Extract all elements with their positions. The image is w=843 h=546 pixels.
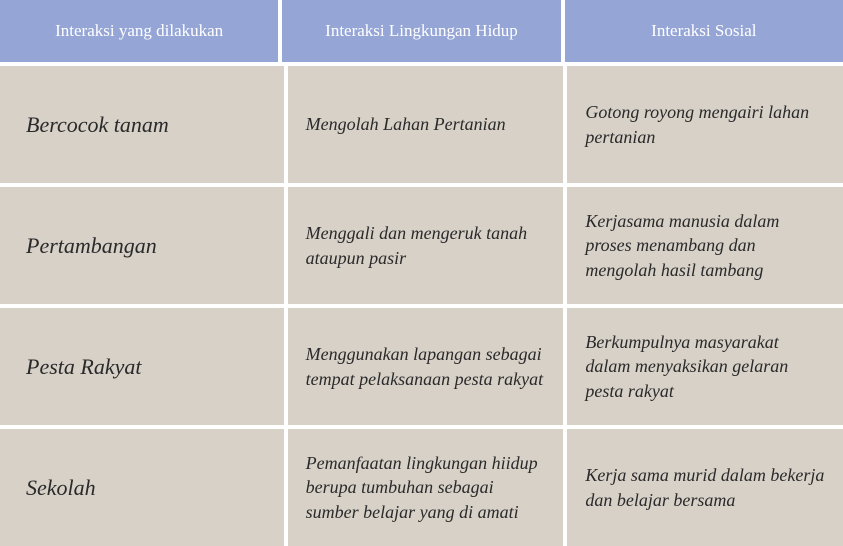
row-label: Sekolah	[0, 429, 288, 546]
table-row: Bercocok tanam Mengolah Lahan Pertanian …	[0, 62, 843, 183]
table-row: Sekolah Pemanfaatan lingkungan hiidup be…	[0, 425, 843, 546]
table-header-row: Interaksi yang dilakukan Interaksi Lingk…	[0, 0, 843, 62]
cell-social: Gotong royong mengairi lahan pertanian	[567, 66, 843, 183]
row-label: Pertambangan	[0, 187, 288, 304]
row-label: Bercocok tanam	[0, 66, 288, 183]
cell-social: Kerja sama murid dalam bekerja dan belaj…	[567, 429, 843, 546]
cell-environment: Pemanfaatan lingkungan hiidup berupa tum…	[288, 429, 568, 546]
table-row: Pesta Rakyat Menggunakan lapangan sebaga…	[0, 304, 843, 425]
cell-social: Berkumpulnya masyarakat dalam menyaksika…	[567, 308, 843, 425]
col-header-environment: Interaksi Lingkungan Hidup	[282, 0, 564, 62]
col-header-activity: Interaksi yang dilakukan	[0, 0, 282, 62]
cell-social: Kerjasama manusia dalam proses menambang…	[567, 187, 843, 304]
table-row: Pertambangan Menggali dan mengeruk tanah…	[0, 183, 843, 304]
cell-environment: Menggali dan mengeruk tanah ataupun pasi…	[288, 187, 568, 304]
interaction-table: Interaksi yang dilakukan Interaksi Lingk…	[0, 0, 843, 546]
row-label: Pesta Rakyat	[0, 308, 288, 425]
cell-environment: Menggunakan lapangan sebagai tempat pela…	[288, 308, 568, 425]
cell-environment: Mengolah Lahan Pertanian	[288, 66, 568, 183]
col-header-social: Interaksi Sosial	[565, 0, 843, 62]
